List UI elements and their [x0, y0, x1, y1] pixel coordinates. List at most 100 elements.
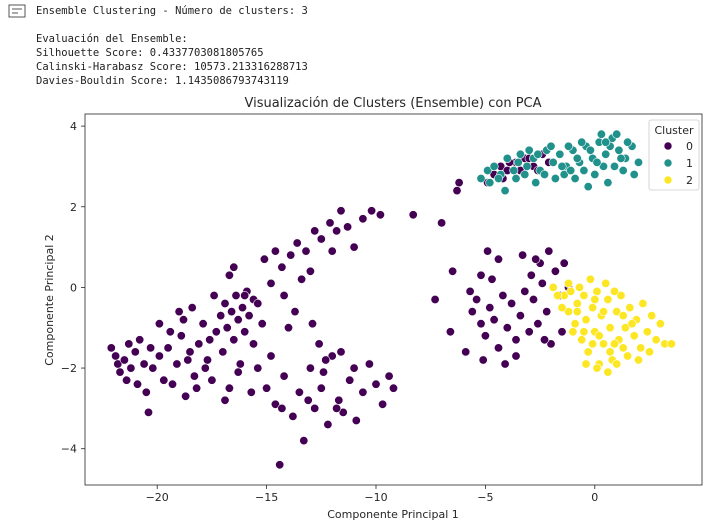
point-cluster-2-44 — [594, 331, 604, 341]
point-cluster-0-170 — [500, 359, 510, 369]
point-cluster-0-152 — [537, 278, 547, 288]
point-cluster-0-95 — [316, 234, 326, 244]
point-cluster-2-46 — [609, 339, 619, 349]
point-cluster-0-1 — [111, 351, 121, 361]
point-cluster-2-35 — [601, 278, 611, 288]
point-cluster-2-29 — [647, 311, 657, 321]
point-cluster-0-146 — [511, 335, 521, 345]
point-cluster-2-54 — [618, 311, 628, 321]
point-cluster-1-58 — [572, 153, 582, 163]
point-cluster-0-46 — [257, 319, 267, 329]
point-cluster-0-74 — [388, 383, 398, 393]
point-cluster-0-154 — [546, 339, 556, 349]
point-cluster-0-100 — [349, 242, 359, 252]
legend-label-1: 1 — [686, 157, 693, 170]
output-toggle-icon[interactable] — [8, 4, 26, 18]
point-cluster-1-53 — [603, 178, 613, 188]
point-cluster-0-29 — [211, 327, 221, 337]
point-cluster-0-37 — [231, 290, 241, 300]
x-tick-label--15: −15 — [255, 491, 278, 504]
point-cluster-1-21 — [614, 145, 624, 155]
point-cluster-0-108 — [279, 290, 289, 300]
point-cluster-0-24 — [189, 371, 199, 381]
point-cluster-0-179 — [465, 286, 475, 296]
point-cluster-0-135 — [454, 178, 464, 188]
point-cluster-0-176 — [408, 210, 418, 220]
point-cluster-1-25 — [485, 178, 495, 188]
point-cluster-0-114 — [246, 387, 256, 397]
point-cluster-2-36 — [609, 286, 619, 296]
point-cluster-2-43 — [618, 343, 628, 353]
point-cluster-1-43 — [596, 129, 606, 139]
point-cluster-0-22 — [181, 391, 191, 401]
point-cluster-0-113 — [336, 347, 346, 357]
legend-label-0: 0 — [686, 140, 693, 153]
point-cluster-2-20 — [616, 290, 626, 300]
point-cluster-0-112 — [321, 355, 331, 365]
point-cluster-0-164 — [487, 274, 497, 284]
point-cluster-0-145 — [507, 298, 517, 308]
point-cluster-0-86 — [240, 290, 250, 300]
point-cluster-0-36 — [229, 335, 239, 345]
point-cluster-2-47 — [627, 319, 637, 329]
point-cluster-0-4 — [119, 355, 129, 365]
point-cluster-0-71 — [371, 379, 381, 389]
point-cluster-0-62 — [316, 383, 326, 393]
x-tick-label--10: −10 — [364, 491, 387, 504]
point-cluster-0-69 — [358, 387, 368, 397]
point-cluster-2-39 — [581, 359, 591, 369]
point-cluster-0-50 — [209, 290, 219, 300]
point-cluster-0-14 — [148, 363, 158, 373]
point-cluster-0-109 — [290, 307, 300, 317]
point-cluster-0-106 — [266, 278, 276, 288]
point-cluster-0-142 — [493, 343, 503, 353]
point-cluster-0-66 — [338, 407, 348, 417]
cell-output: Ensemble Clustering - Número de clusters… — [36, 4, 308, 88]
point-cluster-0-151 — [533, 319, 543, 329]
point-cluster-0-75 — [277, 403, 287, 413]
point-cluster-1-38 — [609, 161, 619, 171]
x-tick-label-0: 0 — [591, 491, 598, 504]
point-cluster-0-38 — [233, 315, 243, 325]
point-cluster-2-4 — [572, 298, 582, 308]
point-cluster-1-46 — [623, 137, 633, 147]
point-cluster-2-23 — [625, 303, 635, 313]
point-cluster-0-97 — [332, 226, 342, 236]
legend-marker-2 — [663, 175, 673, 185]
point-cluster-1-35 — [579, 166, 589, 176]
point-cluster-0-115 — [233, 367, 243, 377]
point-cluster-1-42 — [577, 137, 587, 147]
point-cluster-0-39 — [235, 359, 245, 369]
point-cluster-2-51 — [572, 307, 582, 317]
y-axis: −4 −2 0 2 4 — [61, 120, 85, 456]
point-cluster-0-173 — [557, 327, 567, 337]
point-cluster-2-48 — [633, 355, 643, 365]
point-cluster-0-155 — [550, 266, 560, 276]
point-cluster-0-166 — [483, 246, 493, 256]
point-cluster-1-54 — [616, 153, 626, 163]
y-tick-label--2: −2 — [61, 362, 77, 375]
point-cluster-0-67 — [345, 375, 355, 385]
point-cluster-0-111 — [314, 339, 324, 349]
point-cluster-0-89 — [270, 246, 280, 256]
legend-marker-0 — [663, 141, 673, 151]
point-cluster-0-32 — [220, 298, 230, 308]
point-cluster-0-19 — [172, 359, 182, 369]
point-cluster-0-44 — [249, 339, 259, 349]
point-cluster-0-65 — [334, 395, 344, 405]
point-cluster-2-37 — [557, 303, 567, 313]
point-cluster-0-70 — [364, 359, 374, 369]
point-cluster-1-59 — [601, 137, 611, 147]
point-cluster-0-161 — [518, 250, 528, 260]
point-cluster-2-42 — [612, 359, 622, 369]
chart-title: Visualización de Clusters (Ensemble) con… — [244, 96, 541, 111]
point-cluster-0-150 — [528, 294, 538, 304]
point-cluster-1-0 — [476, 174, 486, 184]
legend-box — [648, 119, 700, 191]
point-cluster-2-8 — [583, 347, 593, 357]
point-cluster-0-119 — [192, 383, 202, 393]
point-cluster-1-4 — [502, 153, 512, 163]
point-cluster-1-37 — [598, 161, 608, 171]
point-cluster-0-43 — [244, 311, 254, 321]
point-cluster-0-80 — [144, 407, 154, 417]
